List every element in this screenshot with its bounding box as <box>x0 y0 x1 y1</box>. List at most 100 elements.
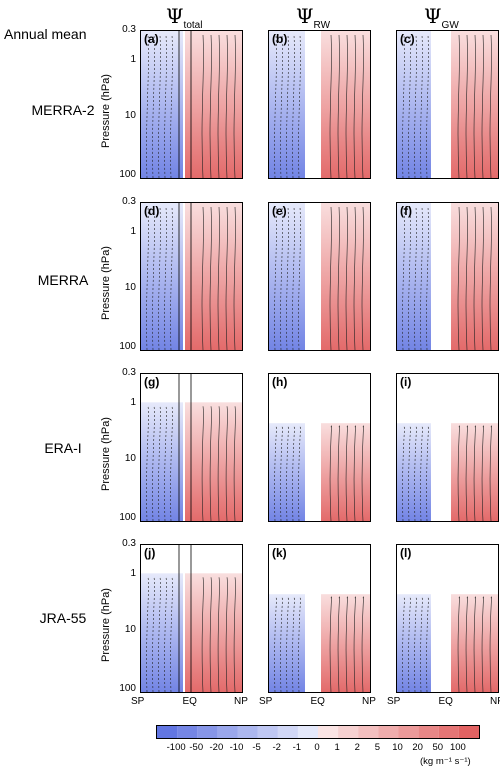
colorbar-tick-label: -100 <box>166 742 186 753</box>
panel: (f) <box>396 202 499 351</box>
colorbar-tick-label: -2 <box>272 742 281 753</box>
x-tick-label: EQ <box>438 696 453 707</box>
colorbar-cell <box>157 726 178 738</box>
x-tick-label: SP <box>131 696 145 707</box>
panel: (e) <box>268 202 371 351</box>
panel-plot <box>141 374 242 521</box>
panel: (l) <box>396 544 499 693</box>
colorbar-cell <box>217 726 238 738</box>
row-label-merra: MERRA <box>37 272 89 288</box>
panel-label: (c) <box>400 32 415 46</box>
y-tick-label: 0.3 <box>122 367 136 378</box>
y-tick-label: 100 <box>119 511 136 523</box>
colorbar-tick-label: -5 <box>252 742 261 753</box>
panel-label: (i) <box>400 375 412 389</box>
colorbar-tick-label: 10 <box>392 742 403 753</box>
panel: (a) <box>140 30 243 179</box>
column-title-total: Ψtotal <box>166 4 203 31</box>
colorbar-cell <box>297 726 318 738</box>
panel: (k) <box>268 544 371 693</box>
panel: (j) <box>140 544 243 693</box>
panel: (d) <box>140 202 243 351</box>
colorbar-cell <box>458 726 479 738</box>
panel-plot <box>397 31 498 178</box>
colorbar-units: (kg m⁻¹ s⁻¹) <box>420 756 471 767</box>
colorbar-cell <box>358 726 379 738</box>
panel-label: (d) <box>144 204 160 218</box>
colorbar-tick-label: 0 <box>314 742 320 753</box>
panel-plot <box>141 545 242 692</box>
colorbar-tick-label: -20 <box>209 742 224 753</box>
panel-plot <box>269 203 370 350</box>
colorbar-cell <box>418 726 439 738</box>
y-tick-label: 1 <box>130 225 136 237</box>
y-axis-label: Pressure (hPa) <box>100 417 112 491</box>
colorbar-tick-label: 100 <box>449 742 466 753</box>
panel-label: (j) <box>144 546 156 560</box>
column-title-gw: ΨGW <box>424 4 459 31</box>
y-tick-label: 10 <box>124 110 136 122</box>
colorbar <box>156 725 480 739</box>
panel-plot <box>269 594 370 692</box>
panel-label: (k) <box>272 546 287 560</box>
colorbar-tick-label: 5 <box>374 742 381 753</box>
y-tick-label: 100 <box>119 168 136 180</box>
colorbar-cell <box>237 726 258 738</box>
panel: (b) <box>268 30 371 179</box>
x-tick-label: NP <box>490 696 500 707</box>
panel-label: (f) <box>400 204 412 218</box>
y-tick-label: 0.3 <box>122 196 136 207</box>
panel-plot <box>269 31 370 178</box>
panel-label: (l) <box>400 546 412 560</box>
colorbar-tick-label: 20 <box>412 742 423 753</box>
colorbar-cell <box>277 726 298 738</box>
panel-plot <box>397 594 498 692</box>
x-tick-label: NP <box>362 696 376 707</box>
panel: (i) <box>396 373 499 522</box>
row-label-erai: ERA-I <box>44 440 82 456</box>
colorbar-cell <box>398 726 419 738</box>
colorbar-cell <box>177 726 198 738</box>
y-tick-label: 0.3 <box>122 538 136 549</box>
colorbar-cell <box>438 726 459 738</box>
colorbar-cell <box>257 726 278 738</box>
colorbar-tick-label: 1 <box>334 742 340 753</box>
column-title-rw: ΨRW <box>296 4 331 31</box>
panel-plot <box>397 423 498 521</box>
y-axis-label: Pressure (hPa) <box>100 74 112 148</box>
x-tick-label: EQ <box>182 696 197 707</box>
y-axis-label: Pressure (hPa) <box>100 588 112 662</box>
y-tick-label: 1 <box>130 396 136 408</box>
panel-label: (g) <box>144 375 160 389</box>
colorbar-tick-label: -50 <box>189 742 204 753</box>
y-tick-label: 100 <box>119 340 136 352</box>
colorbar-tick-label: 2 <box>354 742 360 753</box>
x-tick-label: SP <box>387 696 401 707</box>
panel: (c) <box>396 30 499 179</box>
colorbar-cell <box>378 726 399 738</box>
y-tick-label: 0.3 <box>122 24 136 35</box>
panel-label: (h) <box>272 375 288 389</box>
colorbar-tick-label: -10 <box>229 742 244 753</box>
figure-label: Annual mean <box>4 26 87 42</box>
y-axis-label: Pressure (hPa) <box>100 246 112 320</box>
row-label-merra2: MERRA-2 <box>31 102 95 118</box>
y-tick-label: 10 <box>124 453 136 465</box>
panel-plot <box>141 203 242 350</box>
panel-label: (e) <box>272 204 287 218</box>
y-tick-label: 10 <box>124 624 136 636</box>
panel: (h) <box>268 373 371 522</box>
y-tick-label: 1 <box>130 567 136 579</box>
colorbar-cell <box>338 726 359 738</box>
panel-plot <box>397 203 498 350</box>
colorbar-cell <box>318 726 339 738</box>
panel-label: (b) <box>272 32 288 46</box>
row-label-jra55: JRA-55 <box>39 610 87 626</box>
x-tick-label: NP <box>234 696 248 707</box>
panel-label: (a) <box>144 32 159 46</box>
colorbar-cell <box>197 726 218 738</box>
colorbar-ticks: -100 -50 -20 -10 -5 -2 -1 0 1 2 5 10 20 50 100 <box>156 742 480 756</box>
panel: (g) <box>140 373 243 522</box>
x-tick-label: EQ <box>310 696 325 707</box>
y-tick-label: 100 <box>119 682 136 694</box>
